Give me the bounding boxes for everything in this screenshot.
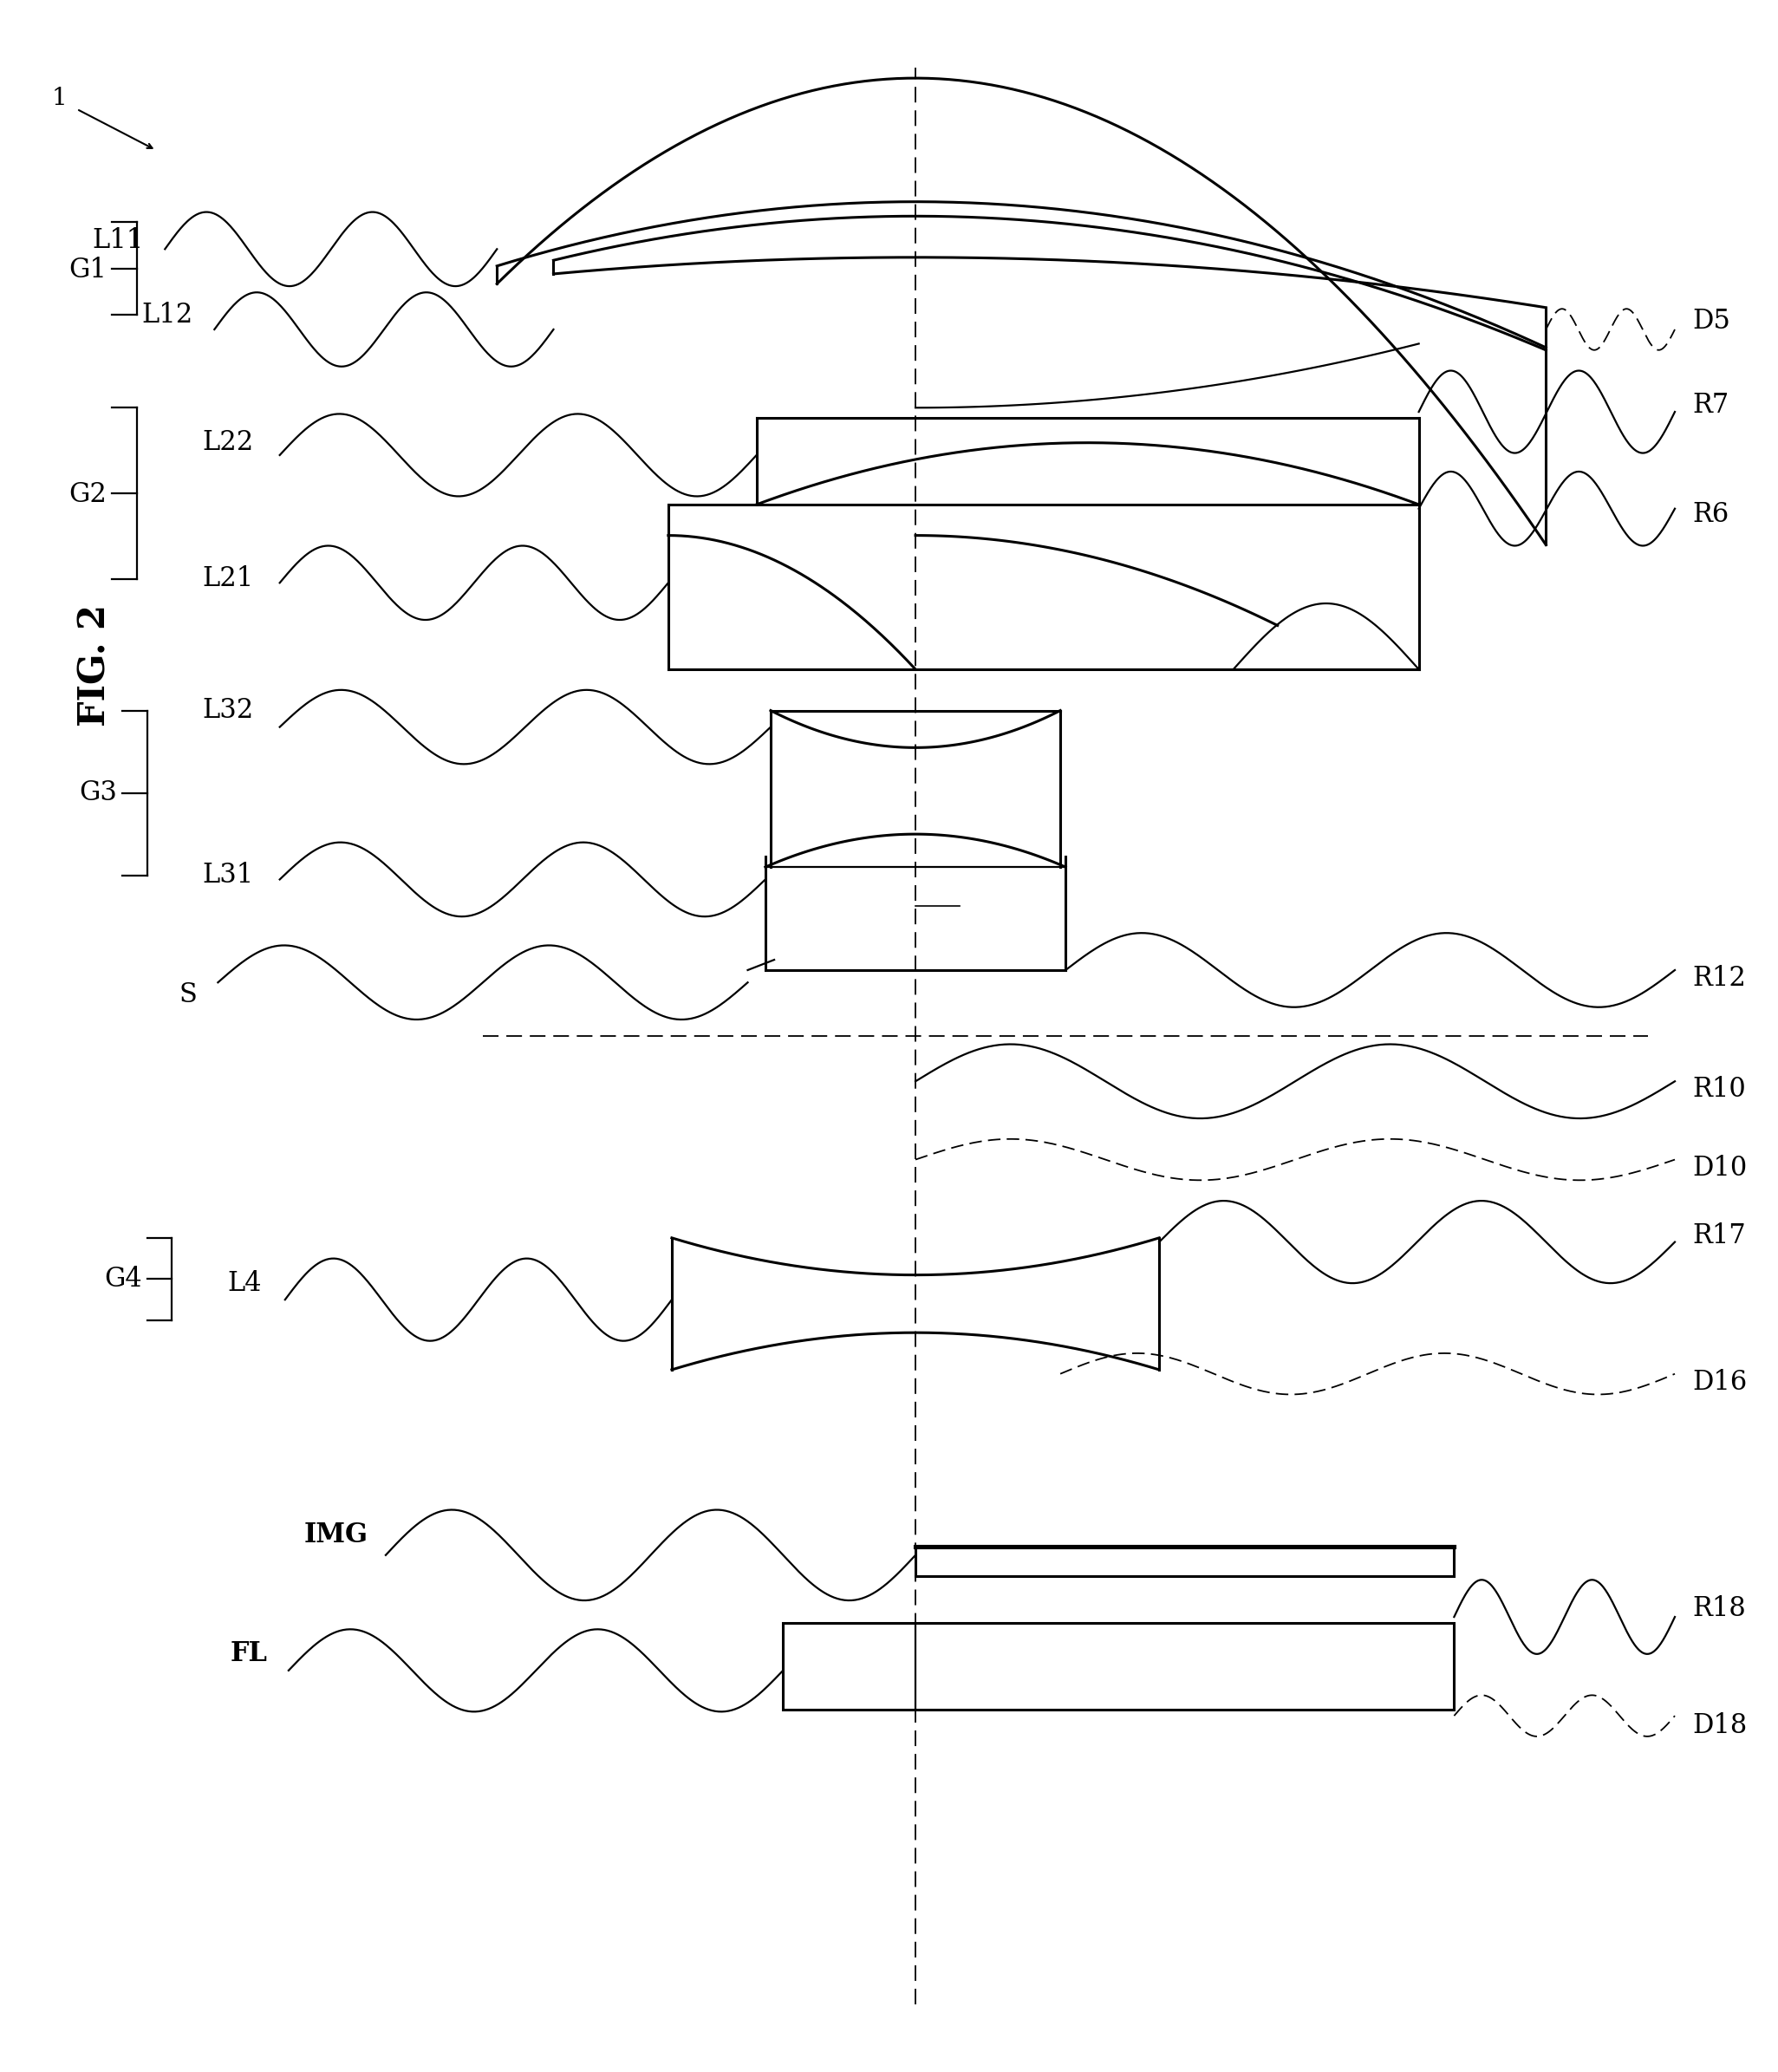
Text: G3: G3 [80, 779, 117, 806]
Text: S: S [178, 982, 197, 1009]
Text: L11: L11 [92, 228, 144, 255]
Text: G4: G4 [105, 1266, 142, 1293]
Text: L32: L32 [203, 696, 252, 723]
Text: R7: R7 [1693, 392, 1730, 419]
Text: R17: R17 [1693, 1222, 1746, 1249]
Text: L21: L21 [203, 566, 252, 593]
Text: L22: L22 [203, 429, 252, 456]
Text: D5: D5 [1693, 309, 1730, 336]
Text: D18: D18 [1693, 1714, 1748, 1740]
Text: R10: R10 [1693, 1075, 1746, 1102]
Text: D10: D10 [1693, 1154, 1748, 1181]
Text: 1: 1 [52, 87, 68, 110]
Text: FL: FL [229, 1641, 267, 1668]
Text: IMG: IMG [304, 1521, 368, 1548]
Text: R18: R18 [1693, 1595, 1746, 1622]
Text: R12: R12 [1693, 966, 1746, 992]
Text: R6: R6 [1693, 501, 1730, 528]
Text: D16: D16 [1693, 1370, 1748, 1397]
Text: L31: L31 [203, 862, 252, 889]
Text: L4: L4 [228, 1270, 261, 1297]
Bar [782, 1622, 1454, 1709]
Text: G1: G1 [69, 257, 107, 284]
Text: FIG. 2: FIG. 2 [76, 605, 114, 727]
Text: L12: L12 [142, 303, 194, 329]
Text: G2: G2 [69, 481, 107, 508]
